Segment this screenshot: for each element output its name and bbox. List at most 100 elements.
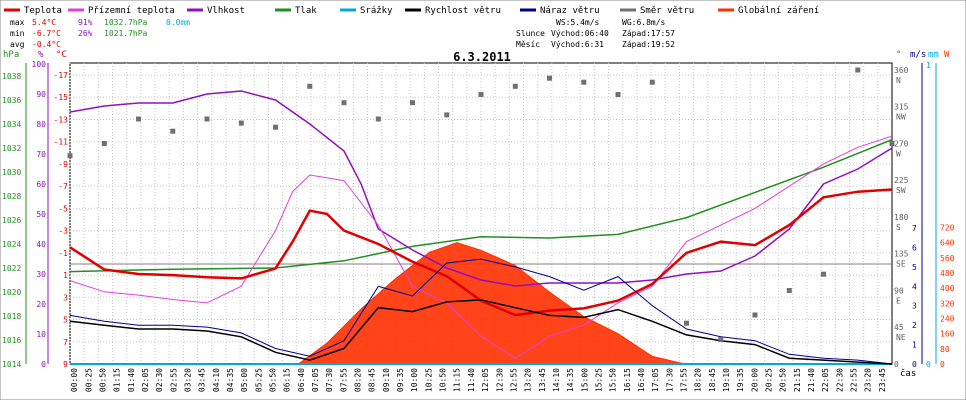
tick-radiation: 480 <box>940 269 955 278</box>
legend-item: Rychlost větru <box>425 6 501 16</box>
tick-time: 17:30 <box>665 368 674 392</box>
tick-wind: 3 <box>912 302 917 311</box>
tick-direction-label: SW <box>896 186 906 195</box>
tick-temp: 9 <box>63 360 68 369</box>
tick-time: 22:30 <box>835 368 844 392</box>
tick-time: 07:30 <box>325 368 334 392</box>
stat-temp: -6.7°C <box>32 29 61 38</box>
tick-time: 12:55 <box>509 368 518 392</box>
tick-rain: 1 <box>926 61 931 70</box>
wind-direction-point <box>684 320 689 326</box>
tick-pressure: 1014 <box>2 360 21 369</box>
tick-wind: 2 <box>912 321 917 330</box>
chart-title: 6.3.2011 <box>453 50 511 64</box>
tick-time: 05:00 <box>240 368 249 392</box>
wind-direction-point <box>615 92 621 97</box>
info-mesic-vychod: Východ:6:31 <box>551 40 604 49</box>
stats-panel: max 5.4°C 91% 1032.7hPa 0.0mm min -6.7°C 26% 102… <box>10 18 190 49</box>
tick-time: 13:20 <box>524 368 533 392</box>
wind-direction-point <box>581 79 587 85</box>
tick-radiation: 160 <box>940 330 955 339</box>
tick-pressure: 1036 <box>2 96 21 105</box>
tick-radiation: 0 <box>940 360 945 369</box>
tick-temp: -7 <box>58 182 68 191</box>
tick-time: 12:30 <box>495 368 504 392</box>
tick-radiation: 240 <box>940 315 955 324</box>
tick-time: 09:10 <box>382 368 391 392</box>
tick-pressure: 1024 <box>2 240 21 249</box>
wind-direction-point <box>444 112 450 118</box>
tick-time: 11:40 <box>467 368 476 392</box>
tick-radiation: 80 <box>940 345 950 354</box>
series <box>67 67 895 365</box>
axes: hPa% °C ° m/s mm W103810361034103210301028102… <box>2 50 955 392</box>
info-mesic-label: Měsíc <box>516 40 540 49</box>
tick-direction: 90 <box>894 286 904 295</box>
tick-wind: 0 <box>912 360 917 369</box>
legend-item: Teplota <box>24 6 62 16</box>
tick-direction: 45 <box>894 323 904 332</box>
tick-temp: -3 <box>58 227 68 236</box>
tick-radiation: 400 <box>940 284 955 293</box>
series-wind-speed <box>69 299 893 365</box>
wind-direction-point <box>478 92 484 97</box>
legend-item: Směr větru <box>640 6 694 16</box>
wind-direction-point <box>547 75 552 81</box>
unit-ms: m/s <box>910 50 926 60</box>
tick-direction-label: NW <box>896 113 906 122</box>
tick-temp: -17 <box>54 71 69 80</box>
wind-direction-point <box>273 124 278 130</box>
tick-time: 03:20 <box>183 368 192 392</box>
tick-direction: 270 <box>894 139 909 148</box>
info-wg: WG:6.8m/s <box>622 18 666 27</box>
stat-pressure: 1021.7hPa <box>104 29 148 38</box>
info-slunce-vychod: Východ:06:40 <box>551 29 609 38</box>
series-pressure <box>69 138 893 273</box>
tick-time: 17:05 <box>651 368 660 392</box>
tick-direction-label: NE <box>896 333 906 342</box>
tick-time: 09:35 <box>396 368 405 392</box>
stat-label: min <box>10 29 25 38</box>
tick-time: 14:35 <box>566 368 575 392</box>
tick-direction-label: SE <box>896 260 906 269</box>
wind-direction-point <box>752 312 758 318</box>
tick-pressure: 1016 <box>2 336 21 345</box>
tick-time: 12:05 <box>481 368 490 392</box>
tick-time: 02:55 <box>169 368 178 392</box>
tick-time: 04:10 <box>212 368 221 392</box>
tick-time: 04:35 <box>226 368 235 392</box>
tick-humidity: 40 <box>36 240 46 249</box>
tick-humidity: 20 <box>36 300 46 309</box>
tick-direction: 225 <box>894 176 909 185</box>
wind-direction-point <box>341 100 347 106</box>
tick-rain: 0 <box>926 360 931 369</box>
tick-time: 08:20 <box>354 368 363 392</box>
legend-item: Tlak <box>295 6 317 16</box>
tick-temp: -1 <box>58 249 68 258</box>
stat-temp: -0.4°C <box>32 40 61 49</box>
tick-pressure: 1018 <box>2 312 21 321</box>
unit-mm: mm <box>928 50 939 60</box>
tick-time: 13:45 <box>538 368 547 392</box>
stat-temp: 5.4°C <box>32 18 56 27</box>
tick-humidity: 0 <box>41 360 46 369</box>
unit-degc: °C <box>56 50 67 60</box>
tick-time: 00:25 <box>84 368 93 392</box>
tick-time: 02:30 <box>155 368 164 392</box>
tick-time: 06:15 <box>283 368 292 392</box>
tick-time: 06:40 <box>297 368 306 392</box>
legend-item: Náraz větru <box>540 6 600 16</box>
tick-humidity: 100 <box>32 60 47 69</box>
unit-cas: čas <box>900 368 916 379</box>
tick-pressure: 1022 <box>2 264 21 273</box>
tick-radiation: 640 <box>940 239 955 248</box>
legend-item: Přízemní teplota <box>88 6 175 16</box>
tick-humidity: 80 <box>36 120 46 129</box>
tick-temp: -5 <box>58 204 68 213</box>
tick-temp: -9 <box>58 160 68 169</box>
tick-radiation: 320 <box>940 299 955 308</box>
tick-time: 10:50 <box>439 368 448 392</box>
tick-temp: 5 <box>63 316 68 325</box>
